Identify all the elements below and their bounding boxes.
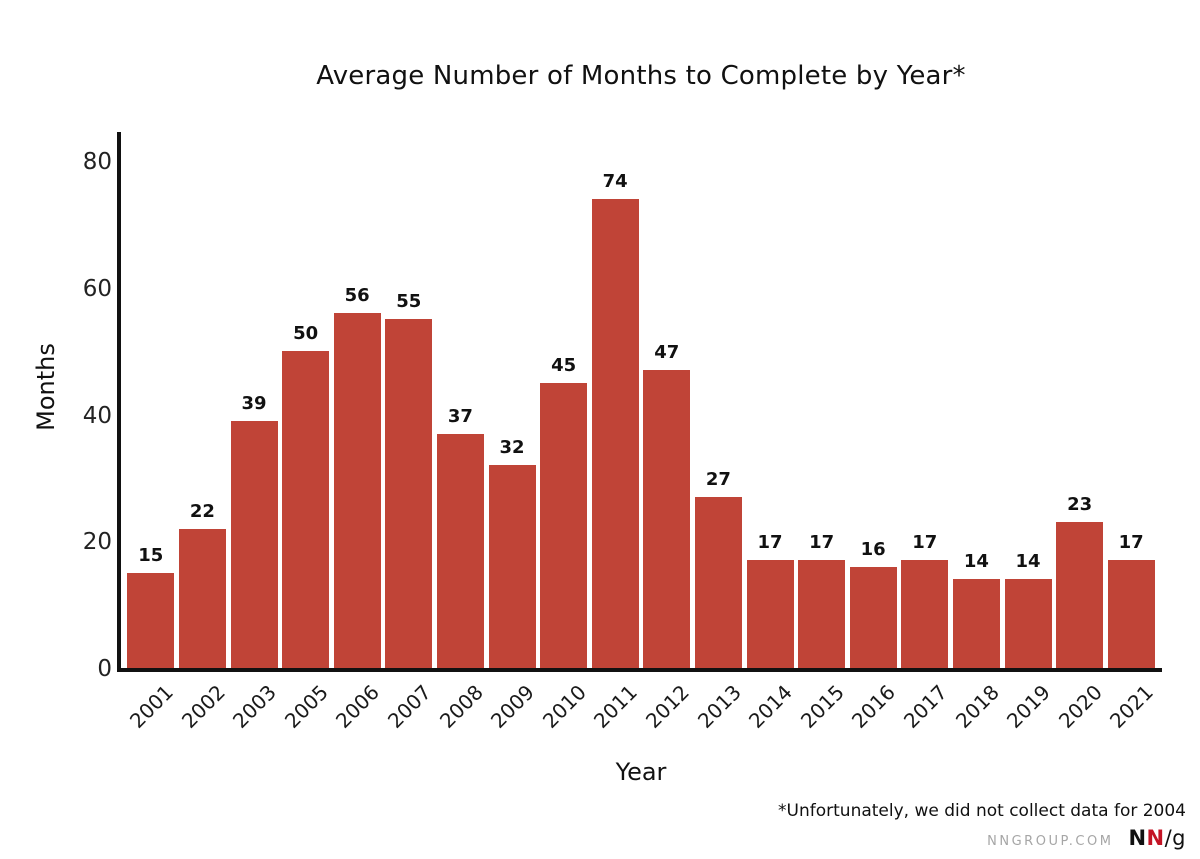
x-tick-label: 2003 <box>228 680 281 733</box>
x-tick-label: 2008 <box>434 680 488 733</box>
bar-value-label: 16 <box>860 538 886 560</box>
bar-value-label: 55 <box>396 291 422 313</box>
bar-2009 <box>488 465 536 668</box>
y-tick-label: 40 <box>82 402 112 429</box>
x-tick-label: 2010 <box>537 680 591 733</box>
logo-suffix: /g <box>1164 826 1186 850</box>
x-tick-label: 2005 <box>279 680 333 733</box>
bar-value-label: 39 <box>241 392 267 414</box>
y-tick-label: 80 <box>82 149 112 175</box>
bar-2019 <box>1004 579 1052 668</box>
x-tick-label: 2020 <box>1053 680 1107 733</box>
footnote: *Unfortunately, we did not collect data … <box>778 801 1186 821</box>
x-axis-label: Year <box>615 758 667 786</box>
chart-title: Average Number of Months to Complete by … <box>316 61 966 91</box>
bar-2011 <box>591 199 639 668</box>
y-tick-label: 20 <box>82 529 112 556</box>
x-tick-label: 2016 <box>847 680 901 733</box>
x-tick-label: 2014 <box>744 680 797 733</box>
x-tick-label: 2021 <box>1105 680 1159 733</box>
bar-2013 <box>694 496 742 668</box>
x-axis-line <box>117 668 1162 672</box>
bar-value-label: 17 <box>912 532 938 554</box>
branding: NNGROUP.COM NN/g <box>987 826 1186 850</box>
bar-2017 <box>901 560 949 668</box>
x-tick-label: 2013 <box>692 680 746 733</box>
bar-value-label: 23 <box>1067 494 1093 516</box>
bar-2005 <box>282 351 330 668</box>
x-tick-label: 2009 <box>486 680 539 733</box>
x-tick-label: 2019 <box>1002 680 1055 733</box>
bar-value-label: 14 <box>1015 551 1041 573</box>
bar-2006 <box>333 313 381 668</box>
bar-value-label: 17 <box>809 532 835 554</box>
bar-2012 <box>643 370 691 668</box>
bar-2018 <box>952 579 1000 668</box>
x-tick-label: 2012 <box>640 680 694 733</box>
y-tick-label: 60 <box>82 275 112 302</box>
bar-value-label: 50 <box>293 323 319 345</box>
x-tick-label: 2015 <box>795 680 849 733</box>
logo-letter-n2: N <box>1146 826 1165 850</box>
bar-value-label: 15 <box>138 544 164 566</box>
x-tick-label: 2011 <box>589 680 643 733</box>
bar-2010 <box>540 382 588 668</box>
bar-2007 <box>385 319 433 668</box>
bar-value-label: 17 <box>1118 532 1144 554</box>
bar-value-label: 17 <box>757 532 783 554</box>
bar-value-label: 47 <box>654 342 680 364</box>
site-url: NNGROUP.COM <box>987 834 1114 849</box>
bar-2016 <box>849 566 897 668</box>
bar-2015 <box>798 560 846 668</box>
bar-value-label: 37 <box>447 405 473 427</box>
bar-2001 <box>127 572 175 668</box>
x-tick-label: 2018 <box>950 680 1004 733</box>
nng-logo: NN/g <box>1128 826 1186 850</box>
x-tick-label: 2002 <box>176 680 230 733</box>
bar-value-label: 22 <box>189 500 215 522</box>
y-tick-label: 0 <box>97 656 112 682</box>
x-tick-label: 2001 <box>124 680 178 733</box>
bar-value-label: 14 <box>963 551 989 573</box>
logo-letter-n1: N <box>1128 826 1147 850</box>
bar-2003 <box>230 420 278 668</box>
bar-2002 <box>178 528 226 668</box>
y-axis-label: Months <box>32 343 60 431</box>
bar-value-label: 32 <box>499 437 525 459</box>
bar-2008 <box>436 433 484 668</box>
bar-value-label: 74 <box>602 171 628 193</box>
x-tick-label: 2007 <box>382 680 436 733</box>
x-tick-label: 2006 <box>331 680 385 733</box>
bar-value-label: 45 <box>551 354 577 376</box>
x-tick-label: 2017 <box>898 680 952 733</box>
bar-value-label: 27 <box>705 468 731 490</box>
bar-value-label: 56 <box>344 285 370 307</box>
y-axis-line <box>117 132 121 672</box>
bar-2014 <box>746 560 794 668</box>
bar-2021 <box>1107 560 1155 668</box>
bar-2020 <box>1056 522 1104 668</box>
